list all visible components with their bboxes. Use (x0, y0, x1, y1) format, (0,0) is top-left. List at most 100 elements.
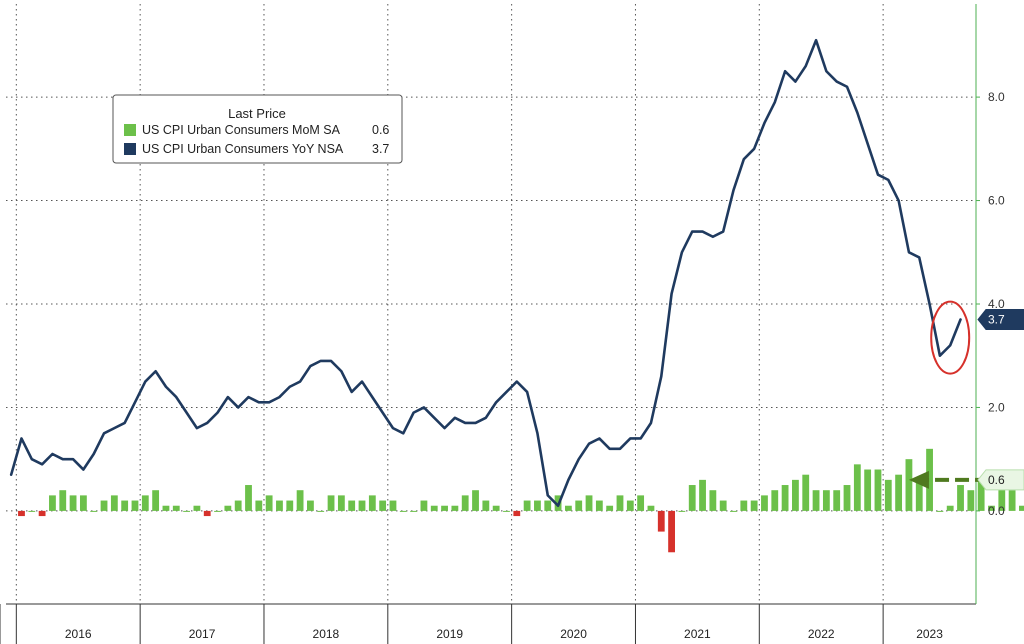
last-value-tag-label: 3.7 (988, 313, 1005, 327)
x-tick-label: 2017 (189, 627, 216, 641)
mom-bar (110, 495, 118, 511)
mom-bar (100, 500, 108, 511)
mom-bar (183, 510, 190, 512)
y-tick-label: 0.0 (988, 504, 1005, 518)
mom-bar (368, 495, 376, 511)
mom-bar (410, 510, 418, 512)
x-tick-label: 2022 (808, 627, 835, 641)
mom-bar (977, 479, 985, 511)
mom-bar (214, 510, 221, 512)
mom-bar (307, 500, 314, 511)
mom-bar (544, 500, 552, 511)
mom-bar (492, 505, 500, 511)
mom-bar (668, 510, 675, 553)
mom-bar (399, 510, 407, 512)
mom-bar (957, 485, 964, 511)
mom-bar (688, 485, 696, 511)
mom-bar (781, 485, 789, 511)
mom-bar (626, 500, 634, 511)
mom-bar (833, 490, 841, 511)
mom-bar (967, 490, 975, 511)
x-tick-label: 2021 (684, 627, 711, 641)
mom-bar (28, 510, 36, 512)
mom-bar (18, 510, 25, 517)
x-tick-label: 2018 (313, 627, 340, 641)
mom-bar (286, 500, 294, 511)
mom-bar (647, 505, 655, 511)
mom-bar (843, 485, 851, 511)
x-axis: 2016 2017 2018 2019 2020 2021 2022 2023 (0, 603, 976, 644)
mom-bar (90, 510, 98, 512)
mom-bar (379, 500, 387, 511)
mom-bar (49, 495, 56, 511)
mom-bar (822, 490, 830, 511)
last-value-tag (977, 469, 1024, 491)
mom-bar (358, 500, 366, 511)
mom-bar (895, 474, 903, 511)
x-tick-label: 2020 (560, 627, 587, 641)
mom-bar (575, 500, 583, 511)
legend-value-mom: 0.6 (372, 123, 389, 137)
legend-swatch-yoy (124, 143, 136, 155)
mom-bar (131, 500, 139, 511)
mom-bar (224, 505, 232, 511)
mom-bar (317, 510, 325, 512)
mom-bar (451, 505, 459, 511)
x-tick-label: 2016 (65, 627, 92, 641)
mom-bar (988, 505, 995, 511)
mom-bar (709, 490, 717, 511)
mom-bar (1019, 505, 1024, 511)
mom-bar (771, 490, 779, 511)
mom-bar (482, 500, 490, 511)
mom-bar (534, 500, 541, 511)
last-value-tag-label: 0.6 (988, 473, 1005, 487)
mom-bar (936, 510, 944, 512)
mom-bar (193, 505, 201, 511)
mom-bar (564, 505, 572, 511)
mom-bar (441, 505, 448, 511)
y-tick-label: 2.0 (988, 400, 1005, 414)
mom-bar (874, 469, 882, 511)
mom-bar (678, 510, 686, 512)
highlight-arrowhead (908, 470, 929, 489)
mom-bar (162, 505, 170, 511)
mom-bar (699, 479, 706, 511)
legend-label-mom: US CPI Urban Consumers MoM SA (142, 123, 341, 137)
y-axis: 0.0 2.0 4.0 6.0 8.0 (975, 4, 1005, 604)
x-tick-label: 2019 (436, 627, 463, 641)
legend: Last Price US CPI Urban Consumers MoM SA… (112, 94, 403, 164)
mom-bar (761, 495, 768, 511)
highlight-circle (930, 300, 971, 375)
mom-bar (420, 500, 428, 511)
mom-bar (740, 500, 748, 511)
legend-value-yoy: 3.7 (372, 142, 389, 156)
mom-bar (915, 479, 923, 511)
mom-bar (657, 510, 665, 532)
mom-bar (802, 474, 810, 511)
last-value-tags: 3.7 0.6 (977, 309, 1024, 491)
mom-bar (884, 479, 892, 511)
mom-bar (234, 500, 242, 511)
mom-bar (296, 490, 304, 511)
mom-bar (152, 490, 160, 511)
last-value-tag (977, 309, 1024, 331)
mom-bar (946, 505, 954, 511)
mom-bar (585, 495, 593, 511)
y-tick-label: 6.0 (988, 194, 1005, 208)
mom-bar (265, 495, 273, 511)
mom-bar (472, 490, 479, 511)
mom-bar (998, 485, 1006, 511)
mom-bar (719, 500, 727, 511)
y-tick-label: 4.0 (988, 297, 1005, 311)
legend-title: Last Price (228, 106, 286, 121)
mom-bar (503, 510, 510, 512)
mom-bar (616, 495, 624, 511)
mom-bar (327, 495, 335, 511)
mom-bar (926, 448, 933, 511)
mom-bar (245, 485, 252, 511)
mom-bar (203, 510, 211, 517)
mom-bar (595, 500, 603, 511)
mom-bar (905, 459, 913, 511)
legend-swatch-mom (124, 124, 136, 136)
legend-label-yoy: US CPI Urban Consumers YoY NSA (142, 142, 344, 156)
